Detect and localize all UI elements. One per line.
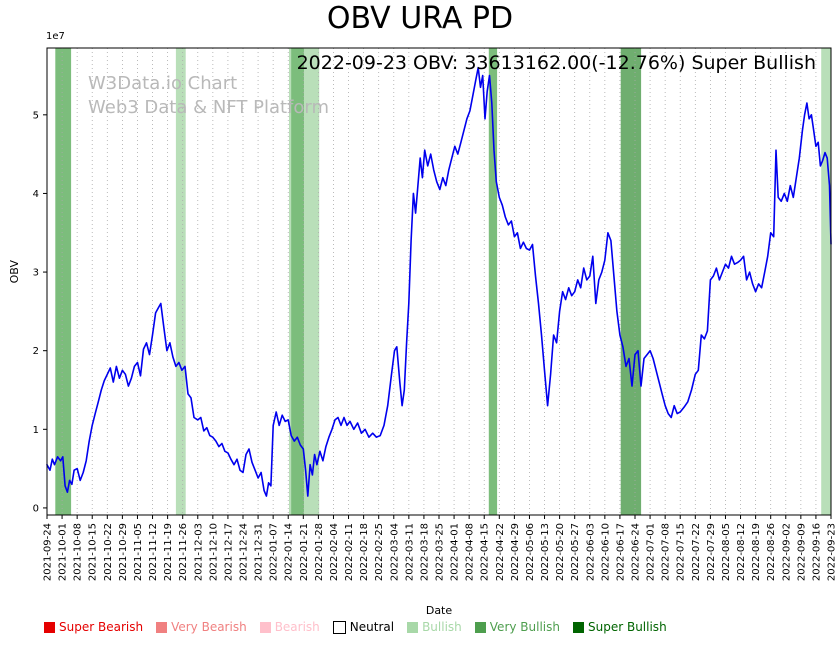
- legend-item-very-bullish: Very Bullish: [474, 620, 560, 634]
- y-tick-label: 0: [33, 503, 39, 514]
- legend-swatch: [573, 621, 584, 633]
- x-tick-label: 2022-01-07: [269, 523, 280, 581]
- watermark-line2: Web3 Data & NFT Platform: [88, 97, 330, 118]
- chart-title: OBV URA PD: [326, 1, 514, 36]
- watermark: W3Data.io Chart Web3 Data & NFT Platform: [88, 72, 329, 120]
- x-tick-label: 2022-09-23: [827, 523, 838, 581]
- x-tick-label: 2022-05-06: [525, 523, 536, 581]
- x-tick-label: 2022-02-25: [374, 523, 385, 581]
- y-tick-label: 5: [33, 110, 39, 121]
- x-tick-label: 2021-11-19: [163, 523, 174, 581]
- signal-band-very-bullish: [55, 48, 72, 515]
- legend-item-very-bearish: Very Bearish: [156, 620, 247, 634]
- x-tick-label: 2022-03-04: [389, 523, 400, 581]
- y-axis-label: OBV: [8, 260, 21, 284]
- x-tick-label: 2021-10-08: [73, 523, 84, 581]
- legend-label: Very Bearish: [171, 620, 247, 634]
- legend-item-super-bullish: Super Bullish: [573, 620, 667, 634]
- signal-band-very-bullish: [620, 48, 642, 515]
- x-tick-label: 2022-04-15: [480, 523, 491, 581]
- x-tick-label: 2022-07-29: [706, 523, 717, 581]
- x-tick-label: 2022-08-26: [766, 523, 777, 581]
- x-tick-label: 2022-02-18: [359, 523, 370, 581]
- x-tick-label: 2021-11-05: [133, 523, 144, 581]
- x-tick-label: 2022-04-01: [450, 523, 461, 581]
- x-tick-label: 2021-11-12: [148, 523, 159, 581]
- x-tick-label: 2022-09-02: [781, 523, 792, 581]
- x-tick-label: 2022-07-08: [661, 523, 672, 581]
- y-tick-label: 3: [33, 268, 39, 279]
- x-tick-label: 2022-05-27: [570, 523, 581, 581]
- signal-band-very-bullish: [488, 48, 498, 515]
- x-tick-label: 2021-10-22: [103, 523, 114, 581]
- x-tick-label: 2022-04-08: [465, 523, 476, 581]
- x-tick-label: 2022-04-22: [495, 523, 506, 581]
- legend: Super Bearish Very Bearish Bearish Neutral B…: [0, 620, 840, 634]
- x-tick-label: 2022-09-09: [796, 523, 807, 581]
- legend-label: Bullish: [422, 620, 462, 634]
- x-tick-label: 2022-08-12: [736, 523, 747, 581]
- obv-line: [46, 66, 832, 497]
- x-tick-label: 2022-02-04: [329, 523, 340, 581]
- legend-swatch: [332, 620, 346, 634]
- signal-band-bullish: [175, 48, 186, 515]
- x-tick-label: 2022-05-20: [555, 523, 566, 581]
- y-tick-label: 1: [33, 425, 39, 436]
- legend-swatch: [259, 621, 271, 633]
- x-tick-label: 2021-09-24: [43, 523, 54, 581]
- x-tick-label: 2022-06-03: [585, 523, 596, 581]
- x-tick-label: 2022-03-18: [419, 523, 430, 581]
- x-tick-label: 2022-03-25: [435, 523, 446, 581]
- x-tick-label: 2021-12-24: [239, 523, 250, 581]
- y-tick-label: 4: [33, 189, 39, 200]
- x-tick-label: 2022-01-21: [299, 523, 310, 581]
- legend-label: Bearish: [274, 620, 320, 634]
- x-tick-label: 2022-07-22: [691, 523, 702, 581]
- watermark-line1: W3Data.io Chart: [88, 73, 238, 94]
- legend-item-neutral: Neutral: [332, 620, 395, 634]
- legend-label: Super Bullish: [588, 620, 667, 634]
- x-tick-label: 2022-09-16: [811, 523, 822, 581]
- legend-item-bullish: Bullish: [407, 620, 462, 634]
- x-tick-label: 2022-02-11: [344, 523, 355, 581]
- x-tick-label: 2022-06-24: [631, 523, 642, 581]
- y-tick-label: 2: [33, 346, 39, 357]
- x-tick-label: 2022-04-29: [510, 523, 521, 581]
- x-tick-label: 2022-06-17: [615, 523, 626, 581]
- x-tick-label: 2021-12-10: [208, 523, 219, 581]
- x-tick-label: 2021-12-03: [193, 523, 204, 581]
- signal-band-bullish: [821, 48, 831, 515]
- x-tick-label: 2021-12-17: [223, 523, 234, 581]
- x-tick-label: 2022-07-15: [676, 523, 687, 581]
- x-tick-label: 2022-06-10: [600, 523, 611, 581]
- x-tick-label: 2022-01-28: [314, 523, 325, 581]
- x-tick-label: 2021-10-29: [118, 523, 129, 581]
- legend-label: Neutral: [349, 620, 395, 634]
- x-tick-label: 2021-12-31: [254, 523, 265, 581]
- legend-swatch: [474, 621, 486, 633]
- legend-item-super-bearish: Super Bearish: [44, 620, 143, 634]
- legend-swatch: [407, 621, 419, 633]
- legend-item-bearish: Bearish: [259, 620, 320, 634]
- x-tick-label: 2022-03-11: [404, 523, 415, 581]
- x-tick-label: 2021-10-15: [88, 523, 99, 581]
- plot-border: [46, 47, 832, 516]
- x-tick-label: 2022-01-14: [284, 523, 295, 581]
- x-axis-label: Date: [425, 604, 453, 617]
- legend-label: Very Bullish: [489, 620, 560, 634]
- legend-swatch: [156, 621, 168, 633]
- x-tick-label: 2022-08-05: [721, 523, 732, 581]
- x-tick-label: 2022-07-01: [646, 523, 657, 581]
- signal-band-very-bullish: [291, 48, 304, 515]
- x-tick-label: 2021-11-26: [178, 523, 189, 581]
- x-tick-label: 2022-08-19: [751, 523, 762, 581]
- x-tick-label: 2022-05-13: [540, 523, 551, 581]
- y-axis-offset-label: 1e7: [46, 31, 65, 42]
- legend-label: Super Bearish: [59, 620, 144, 634]
- legend-swatch: [44, 621, 55, 633]
- chart-annotation: 2022-09-23 OBV: 33613162.00(-12.76%) Sup…: [296, 52, 816, 74]
- x-tick-label: 2021-10-01: [58, 523, 69, 581]
